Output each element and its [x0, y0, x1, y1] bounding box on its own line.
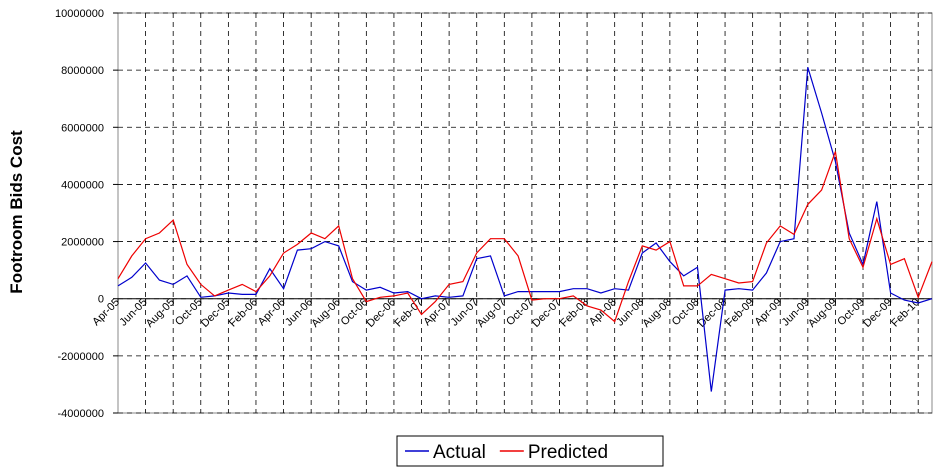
y-tick-label: 8000000: [61, 65, 104, 77]
x-tick-label: Aug-07: [475, 296, 509, 330]
x-tick-label: Feb-09: [724, 296, 757, 329]
y-tick-label: 0: [98, 294, 104, 306]
line: [117, 67, 933, 392]
x-tick-label: Feb-10: [889, 296, 922, 329]
y-axis-label: Footroom Bids Cost: [7, 130, 26, 294]
y-tick-label: 6000000: [61, 122, 104, 134]
x-tick-label: Apr-09: [753, 296, 785, 328]
x-tick-label: Aug-06: [309, 296, 343, 330]
y-tick-label: -2000000: [58, 351, 105, 363]
x-tick-label: Feb-08: [558, 296, 591, 329]
x-tick-label: Dec-06: [364, 296, 398, 330]
line: [117, 151, 933, 323]
x-tick-label: Aug-05: [144, 296, 178, 330]
y-tick-label: 2000000: [61, 237, 104, 249]
x-tick-label: Apr-05: [90, 296, 122, 328]
x-tick-label: Apr-06: [256, 296, 288, 328]
y-tick-label: -4000000: [58, 408, 105, 420]
legend-label: Predicted: [528, 442, 608, 463]
x-tick-label: Dec-07: [530, 296, 564, 330]
legend-label: Actual: [433, 442, 486, 463]
y-tick-label: 4000000: [61, 179, 104, 191]
legend-box: [396, 435, 664, 467]
x-tick-label: Apr-07: [421, 296, 453, 328]
x-tick-label: Feb-06: [227, 296, 260, 329]
x-tick-label: Dec-05: [199, 296, 233, 330]
x-tick-label: Aug-08: [640, 296, 674, 330]
x-tick-label: Dec-09: [861, 296, 895, 330]
x-tick-label: Aug-09: [806, 296, 840, 330]
y-tick-label: 10000000: [55, 8, 104, 20]
